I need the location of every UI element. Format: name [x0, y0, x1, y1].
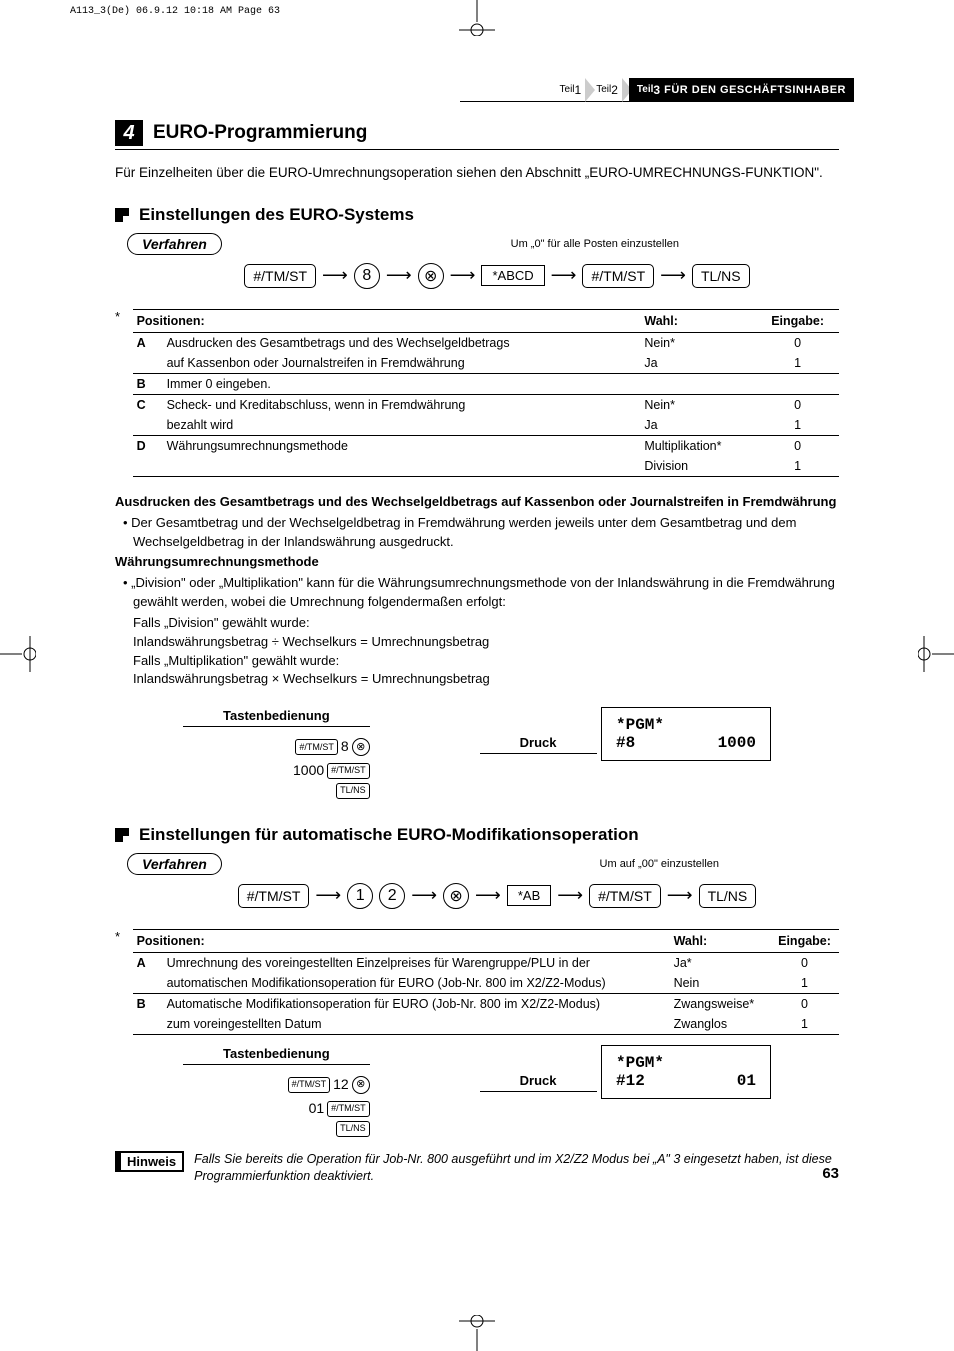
th-positionen: Positionen: — [133, 309, 641, 332]
hinweis-text: Falls Sie bereits die Operation für Job-… — [194, 1151, 839, 1186]
tab-navigation: Teil1 Teil2 Teil3 FÜR DEN GESCHÄFTSINHAB… — [460, 78, 854, 102]
arrow-icon: ⟶ — [660, 265, 686, 286]
abcd-box: *ABCD — [481, 265, 544, 286]
arrow-icon: ⟶ — [551, 265, 577, 286]
positions-table-1: Positionen: Wahl: Eingabe: AAusdrucken d… — [133, 309, 839, 477]
key-tmst: #/TM/ST — [244, 264, 316, 288]
tab-teil1: Teil1 — [556, 78, 586, 102]
receipt-printout: *PGM* #1201 — [601, 1045, 771, 1099]
crop-mark-left — [0, 624, 36, 684]
key-1: 1 — [347, 883, 373, 909]
positions-table-2: Positionen: Wahl: Eingabe: AUmrechnung d… — [133, 929, 839, 1035]
flow-note: Um „0" für alle Posten einzustellen — [511, 238, 679, 250]
druck-col: Druck *PGM* #1201 — [480, 1045, 771, 1137]
footnote-star: * — [115, 303, 133, 477]
verfahren-label: Verfahren — [127, 233, 222, 255]
key-8: 8 — [354, 263, 380, 289]
key-tmst: #/TM/ST — [582, 264, 654, 288]
druck-col: Druck *PGM* #81000 — [480, 707, 771, 799]
key-tlns: TL/NS — [699, 884, 757, 908]
footnote-star: * — [115, 923, 133, 1035]
flow-note: Um auf „00" einzustellen — [600, 858, 719, 870]
section-header: 4 EURO-Programmierung — [115, 120, 839, 150]
hinweis-label: Hinweis — [115, 1151, 184, 1172]
tastenbedienung-col: Tastenbedienung #/TM/ST 12 ⊗ 01 #/TM/ST … — [183, 1045, 370, 1137]
arrow-icon: ⟶ — [386, 265, 412, 286]
page-header-line: A113_3(De) 06.9.12 10:18 AM Page 63 — [70, 6, 280, 17]
key-flow-1: #/TM/ST ⟶ 8 ⟶ ⊗ ⟶ *ABCD ⟶ #/TM/ST ⟶ TL/N… — [115, 263, 839, 289]
key-tlns: TL/NS — [692, 264, 750, 288]
section-number: 4 — [115, 120, 143, 146]
th-eingabe: Eingabe: — [756, 309, 839, 332]
crop-mark-top — [447, 0, 507, 36]
key-tmst: #/TM/ST — [589, 884, 661, 908]
verfahren-label: Verfahren — [127, 853, 222, 875]
square-bullet-icon — [115, 828, 129, 842]
key-multiply: ⊗ — [418, 263, 444, 289]
page-number: 63 — [822, 1165, 839, 1182]
crop-mark-right — [918, 624, 954, 684]
key-multiply: ⊗ — [443, 883, 469, 909]
ab-box: *AB — [507, 885, 551, 906]
crop-mark-bottom — [447, 1315, 507, 1351]
square-bullet-icon — [115, 208, 129, 222]
key-flow-2: #/TM/ST ⟶ 1 2 ⟶ ⊗ ⟶ *AB ⟶ #/TM/ST ⟶ TL/N… — [115, 883, 839, 909]
subheading-auto-euro: Einstellungen für automatische EURO-Modi… — [115, 825, 839, 845]
subheading-euro-system: Einstellungen des EURO-Systems — [115, 205, 839, 225]
key-tmst: #/TM/ST — [238, 884, 310, 908]
explanation-paragraph: Ausdrucken des Gesamtbetrags und des Wec… — [115, 493, 839, 689]
key-2: 2 — [379, 883, 405, 909]
section-title: EURO-Programmierung — [153, 122, 367, 144]
tastenbedienung-col: Tastenbedienung #/TM/ST 8 ⊗ 1000 #/TM/ST… — [183, 707, 370, 799]
intro-text: Für Einzelheiten über die EURO-Umrechnun… — [115, 164, 839, 183]
arrow-icon: ⟶ — [450, 265, 476, 286]
receipt-printout: *PGM* #81000 — [601, 707, 771, 761]
arrow-icon: ⟶ — [322, 265, 348, 286]
tab-teil2: Teil2 — [592, 78, 622, 102]
tab-teil3: Teil3 FÜR DEN GESCHÄFTSINHABER — [629, 78, 854, 102]
th-wahl: Wahl: — [640, 309, 756, 332]
